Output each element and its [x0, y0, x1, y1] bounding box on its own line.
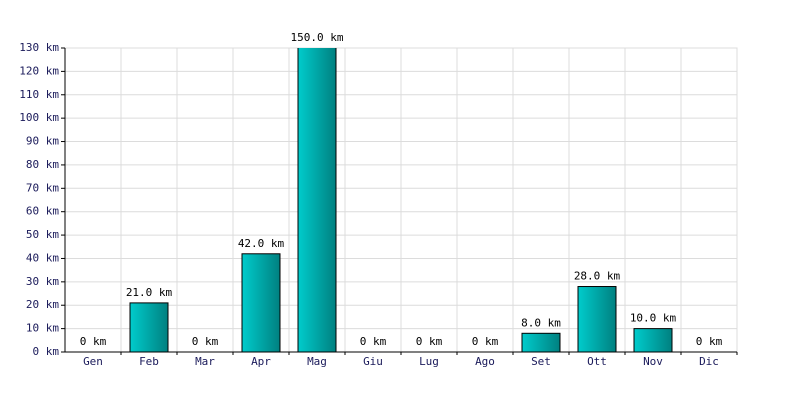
y-tick-label: 60 km: [26, 205, 59, 218]
y-tick-label: 70 km: [26, 181, 59, 194]
bar: [521, 332, 561, 353]
y-tick-label: 10 km: [26, 322, 59, 335]
y-tick-label: 0 km: [33, 345, 60, 358]
y-tick-label: 110 km: [19, 88, 59, 101]
value-label: 42.0 km: [238, 237, 285, 250]
x-tick-label: Apr: [251, 355, 271, 368]
y-tick-label: 40 km: [26, 251, 59, 264]
value-label: 0 km: [472, 335, 499, 348]
x-tick-label: Gen: [83, 355, 103, 368]
y-tick-label: 80 km: [26, 158, 59, 171]
y-tick-label: 130 km: [19, 41, 59, 54]
y-tick-label: 100 km: [19, 111, 59, 124]
value-label: 0 km: [360, 335, 387, 348]
y-tick-label: 50 km: [26, 228, 59, 241]
x-tick-label: Ago: [475, 355, 495, 368]
x-tick-label: Dic: [699, 355, 719, 368]
value-label: 28.0 km: [574, 270, 621, 283]
x-tick-label: Lug: [419, 355, 439, 368]
x-tick-label: Ott: [587, 355, 607, 368]
bar: [577, 286, 617, 353]
y-tick-label: 120 km: [19, 64, 59, 77]
bar: [633, 328, 673, 353]
y-tick-label: 90 km: [26, 135, 59, 148]
x-tick-label: Mag: [307, 355, 327, 368]
bar: [129, 302, 169, 353]
bars: [129, 48, 673, 353]
bar: [297, 48, 337, 353]
value-label: 21.0 km: [126, 286, 173, 299]
value-label: 0 km: [192, 335, 219, 348]
value-label: 10.0 km: [630, 312, 677, 325]
x-tick-label: Giu: [363, 355, 383, 368]
value-label: 0 km: [696, 335, 723, 348]
value-label: 0 km: [416, 335, 443, 348]
x-tick-label: Nov: [643, 355, 663, 368]
value-label: 8.0 km: [521, 316, 561, 329]
x-tick-label: Mar: [195, 355, 215, 368]
value-label: 0 km: [80, 335, 107, 348]
y-tick-label: 30 km: [26, 275, 59, 288]
bar: [241, 253, 281, 353]
x-tick-label: Set: [531, 355, 551, 368]
value-label: 150.0 km: [291, 31, 344, 44]
y-tick-label: 20 km: [26, 298, 59, 311]
x-tick-label: Feb: [139, 355, 159, 368]
